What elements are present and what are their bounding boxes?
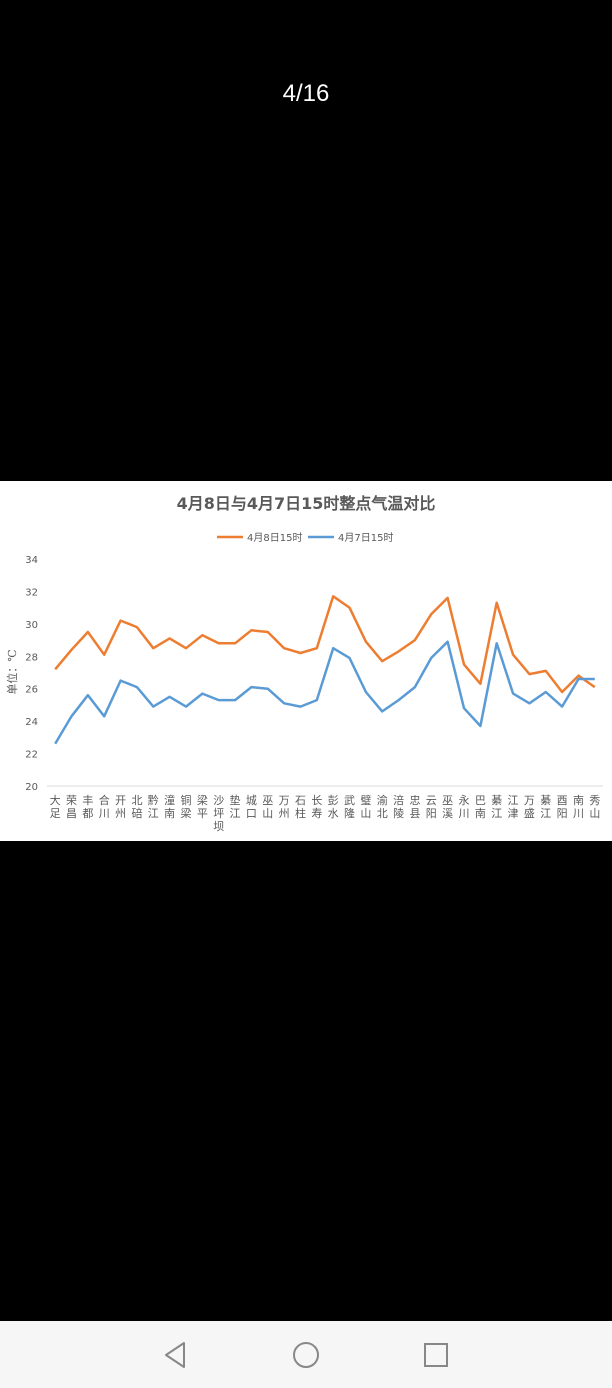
y-tick-label: 22 — [25, 750, 38, 761]
x-tick-label: 大足 — [50, 793, 61, 820]
series-line-2 — [54, 640, 595, 745]
x-tick-label: 石柱 — [295, 794, 306, 820]
y-tick-label: 30 — [25, 620, 38, 631]
x-tick-label: 开州 — [115, 794, 126, 820]
home-circle-icon — [293, 1342, 319, 1368]
y-tick-label: 28 — [25, 652, 38, 663]
x-tick-label: 梁平 — [197, 793, 208, 820]
x-tick-label: 巫溪 — [442, 794, 453, 820]
x-tick-label: 秀山 — [589, 794, 600, 820]
x-tick-label: 酉阳 — [557, 794, 568, 820]
chart-title: 4月8日与4月7日15时整点气温对比 — [177, 494, 436, 513]
chart-svg: 4月8日与4月7日15时整点气温对比 4月8日15时 4月7日15时 20 22 24 26… — [5, 494, 603, 833]
x-tick-label: 南川 — [573, 794, 584, 820]
x-tick-label: 沙坪坝 — [213, 794, 224, 833]
page-counter: 4/16 — [282, 80, 330, 107]
x-tick-label: 北碚 — [131, 794, 142, 820]
y-tick-label: 24 — [25, 717, 38, 728]
back-button[interactable] — [159, 1339, 191, 1371]
legend-label-1: 4月8日15时 — [247, 532, 302, 544]
recents-button[interactable] — [420, 1339, 452, 1371]
legend-label-2: 4月7日15时 — [338, 532, 393, 544]
x-tick-label: 垫江 — [230, 793, 241, 820]
x-tick-label: 万盛 — [524, 794, 535, 820]
y-tick-label: 32 — [25, 587, 38, 598]
x-tick-label: 渝北 — [377, 793, 388, 820]
x-tick-label: 江津 — [508, 794, 519, 820]
series-line-1 — [54, 595, 596, 694]
x-tick-label: 巫山 — [262, 794, 273, 820]
x-tick-label: 涪陵 — [393, 793, 404, 820]
x-tick-label: 彭水 — [328, 793, 339, 820]
x-tick-label: 黔江 — [148, 793, 159, 820]
x-tick-label: 万州 — [279, 794, 290, 820]
x-tick-label: 璧山 — [360, 793, 371, 820]
x-tick-label: 武隆 — [344, 794, 355, 820]
x-tick-label: 巴南 — [475, 794, 486, 820]
navigation-bar — [0, 1321, 612, 1388]
x-tick-label: 潼南 — [164, 793, 175, 820]
x-tick-label: 綦江 — [540, 794, 551, 820]
back-triangle-icon — [165, 1342, 185, 1368]
y-tick-label: 26 — [25, 685, 38, 696]
x-tick-label: 城口 — [246, 794, 257, 820]
chart-card: 4月8日与4月7日15时整点气温对比 4月8日15时 4月7日15时 20 22 24 26… — [0, 481, 612, 841]
x-tick-label: 铜梁 — [181, 793, 192, 820]
x-tick-label: 丰都 — [82, 794, 93, 820]
y-axis-label: 单位：℃ — [5, 649, 19, 694]
x-tick-label: 荣昌 — [66, 794, 77, 820]
y-tick-label: 34 — [25, 555, 38, 566]
home-button[interactable] — [290, 1339, 322, 1371]
x-tick-label: 綦江 — [491, 794, 502, 820]
x-tick-label: 忠县 — [409, 794, 420, 820]
x-tick-label: 永川 — [459, 793, 470, 820]
y-tick-label: 20 — [25, 782, 38, 793]
x-tick-label: 长寿 — [311, 794, 322, 820]
recents-square-icon — [424, 1343, 448, 1367]
x-tick-label: 合川 — [99, 793, 110, 820]
x-tick-label: 云阳 — [426, 794, 437, 820]
